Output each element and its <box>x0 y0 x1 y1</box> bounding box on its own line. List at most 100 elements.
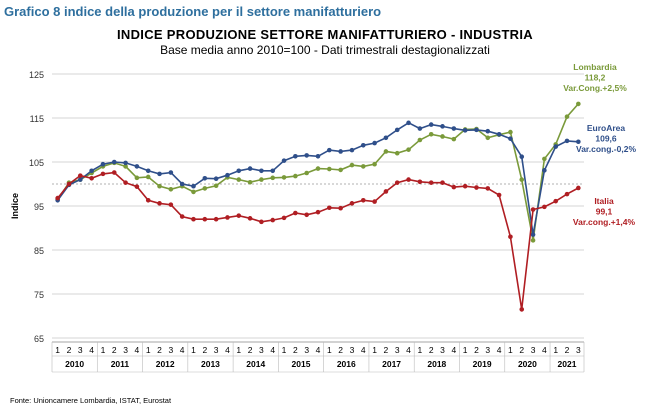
x-tick-label: 2 <box>67 345 72 355</box>
point-italia <box>111 170 117 175</box>
point-euroarea <box>315 153 321 159</box>
point-italia <box>315 209 321 215</box>
point-italia <box>327 205 332 211</box>
series-label-euroarea: 109,6 <box>595 134 617 144</box>
y-tick-label: 75 <box>34 290 44 300</box>
point-italia <box>123 180 128 185</box>
x-tick-label: 3 <box>485 345 490 355</box>
point-lombardia <box>270 175 276 181</box>
point-lombardia <box>191 189 196 195</box>
year-label: 2019 <box>473 359 492 369</box>
point-euroarea <box>259 168 264 174</box>
point-italia <box>202 216 208 222</box>
x-tick-label: 4 <box>361 345 366 355</box>
point-italia <box>349 201 355 206</box>
year-label: 2010 <box>65 359 84 369</box>
x-tick-label: 1 <box>191 345 196 355</box>
point-euroarea <box>225 172 230 178</box>
point-italia <box>100 171 106 177</box>
source-note: Fonte: Unioncamere Lombardia, ISTAT, Eur… <box>10 396 172 405</box>
x-tick-label: 2 <box>248 345 253 355</box>
x-tick-label: 2 <box>519 345 524 355</box>
point-italia <box>576 185 581 191</box>
point-italia <box>530 207 536 212</box>
point-italia <box>270 217 276 223</box>
year-label: 2018 <box>427 359 446 369</box>
point-italia <box>89 175 94 181</box>
point-euroarea <box>530 232 536 237</box>
year-label: 2016 <box>337 359 356 369</box>
x-tick-label: 4 <box>180 345 185 355</box>
point-euroarea <box>213 176 219 182</box>
series-label-italia: 99,1 <box>596 207 613 217</box>
x-tick-label: 2 <box>474 345 479 355</box>
point-euroarea <box>123 160 128 166</box>
point-italia <box>451 184 457 190</box>
point-lombardia <box>576 101 581 107</box>
point-lombardia <box>145 174 151 180</box>
point-euroarea <box>179 181 185 187</box>
year-label: 2021 <box>558 359 577 369</box>
point-italia <box>462 183 468 189</box>
point-euroarea <box>406 120 411 126</box>
point-italia <box>406 177 411 182</box>
point-italia <box>168 202 174 207</box>
x-tick-label: 4 <box>135 345 140 355</box>
y-tick-label: 105 <box>29 158 44 168</box>
point-euroarea <box>191 183 196 189</box>
point-euroarea <box>485 128 491 134</box>
point-italia <box>77 173 83 178</box>
y-tick-label: 115 <box>30 114 44 124</box>
x-tick-label: 4 <box>451 345 456 355</box>
point-euroarea <box>327 147 332 153</box>
point-euroarea <box>157 171 162 177</box>
point-euroarea <box>417 126 423 131</box>
series-label-italia: Var.cong.+1,4% <box>573 217 636 227</box>
x-tick-label: 1 <box>553 345 558 355</box>
point-lombardia <box>338 167 343 173</box>
point-lombardia <box>542 156 547 162</box>
point-euroarea <box>293 153 298 159</box>
point-lombardia <box>157 183 162 189</box>
y-tick-label: 95 <box>34 202 44 212</box>
point-italia <box>496 192 502 198</box>
point-italia <box>474 185 479 190</box>
point-lombardia <box>406 147 411 152</box>
x-tick-label: 2 <box>565 345 570 355</box>
x-tick-label: 3 <box>168 345 173 355</box>
y-tick-label: 65 <box>34 334 44 344</box>
point-euroarea <box>542 168 547 173</box>
x-tick-label: 4 <box>316 345 321 355</box>
point-lombardia <box>236 177 242 182</box>
point-italia <box>213 216 219 222</box>
point-lombardia <box>202 186 208 191</box>
point-lombardia <box>293 173 298 179</box>
year-label: 2011 <box>111 359 130 369</box>
point-euroarea <box>496 131 502 137</box>
point-euroarea <box>236 168 242 174</box>
point-lombardia <box>530 238 536 243</box>
point-italia <box>519 307 525 312</box>
point-lombardia <box>134 175 140 181</box>
point-euroarea <box>564 138 570 144</box>
point-italia <box>191 216 196 222</box>
point-lombardia <box>315 166 321 171</box>
x-tick-label: 1 <box>418 345 423 355</box>
year-label: 2014 <box>246 359 265 369</box>
point-lombardia <box>259 177 264 182</box>
point-lombardia <box>508 129 513 135</box>
x-tick-label: 3 <box>531 345 536 355</box>
year-label: 2015 <box>292 359 311 369</box>
series-label-lombardia: Var.Cong.+2,5% <box>563 83 627 93</box>
point-italia <box>225 215 230 220</box>
point-italia <box>293 210 298 216</box>
point-euroarea <box>519 154 525 160</box>
x-tick-label: 4 <box>542 345 547 355</box>
x-tick-label: 1 <box>55 345 60 355</box>
point-italia <box>179 214 185 219</box>
point-italia <box>542 204 547 210</box>
point-euroarea <box>576 139 581 145</box>
point-lombardia <box>327 166 332 172</box>
point-italia <box>417 179 423 185</box>
